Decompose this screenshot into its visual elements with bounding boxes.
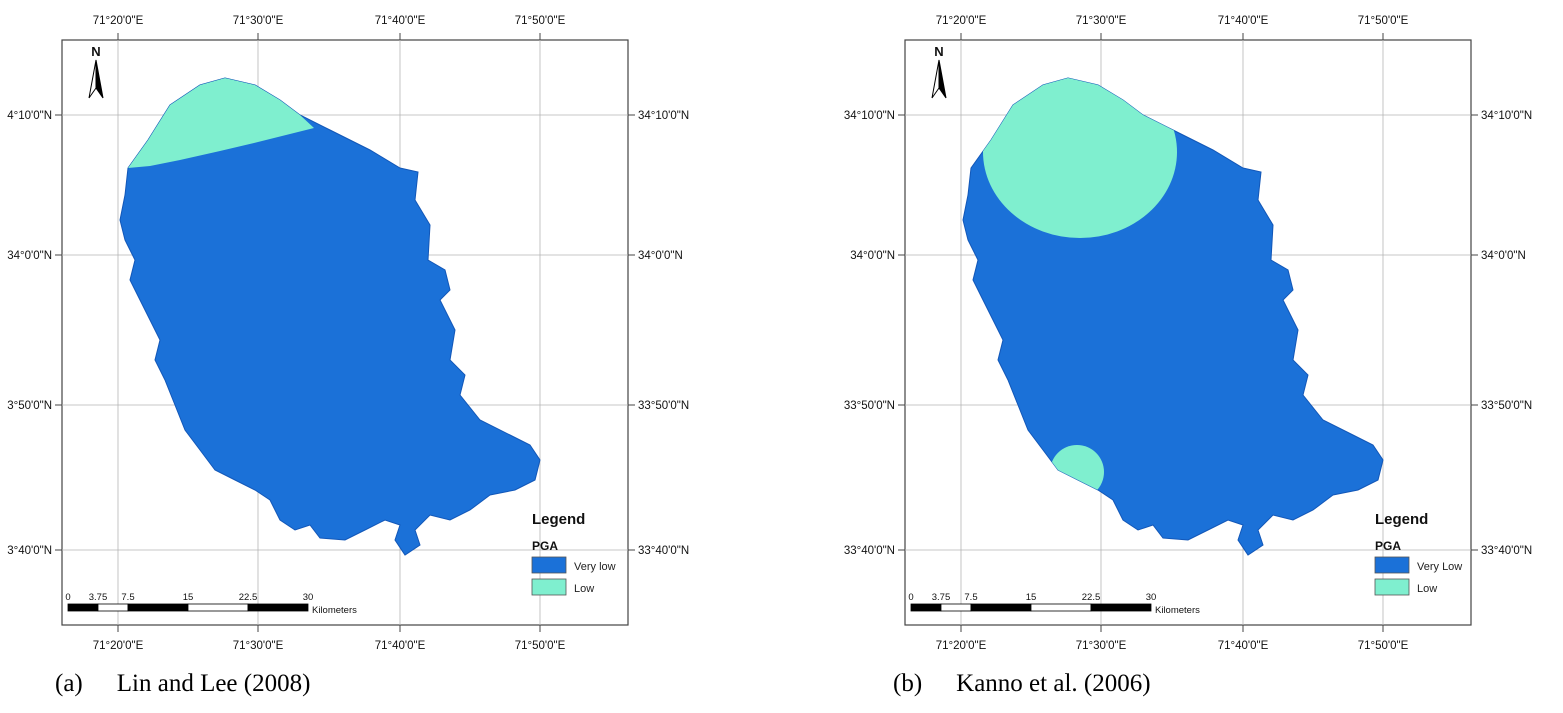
scalebar-unit: Kilometers: [312, 605, 357, 616]
legend-item-label: Low: [1417, 583, 1437, 595]
scalebar-unit: Kilometers: [1155, 605, 1200, 616]
map-panel-b: 71°20'0"E 71°30'0"E 71°40'0"E 71°50'0"E …: [844, 15, 1532, 652]
scalebar: 0 3.75 7.5 15 22.5 30 Kilometers: [65, 592, 357, 616]
axis-label-left: 3°40'0"N: [7, 545, 52, 557]
axis-label-right: 34°10'0"N: [638, 110, 689, 122]
scalebar-tick-label: 30: [303, 592, 314, 603]
legend-item-label: Low: [574, 583, 594, 595]
scalebar-segment: [940, 603, 972, 612]
scalebar: 0 3.75 7.5 15 22.5 30 Kilometers: [908, 592, 1200, 616]
axis-label-right: 34°0'0"N: [1481, 250, 1526, 262]
axis-label-right: 33°50'0"N: [638, 400, 689, 412]
axis-label-right: 33°50'0"N: [1481, 400, 1532, 412]
scalebar-tick-label: 7.5: [964, 592, 977, 603]
axis-label-bottom: 71°50'0"E: [1358, 640, 1409, 652]
scalebar-segment: [247, 603, 309, 612]
caption-label: (b): [893, 670, 923, 697]
scalebar-tick-label: 0: [908, 592, 913, 603]
legend-layer-name: PGA: [532, 539, 558, 553]
legend-swatch-low: [1374, 578, 1410, 596]
axis-label-bottom: 71°20'0"E: [93, 640, 144, 652]
axis-label-top: 71°30'0"E: [1076, 15, 1127, 27]
scalebar-tick-label: 0: [65, 592, 70, 603]
low-pga-patch: [128, 78, 314, 168]
north-label: N: [934, 44, 943, 59]
legend-item-label: Very low: [574, 561, 616, 573]
scalebar-tick-label: 15: [183, 592, 194, 603]
north-arrow: N: [88, 44, 104, 99]
axis-label-right: 33°40'0"N: [638, 545, 689, 557]
scalebar-segment: [970, 603, 1032, 612]
axis-label-left: 34°0'0"N: [850, 250, 895, 262]
frame-ticks: [898, 33, 1478, 632]
axis-label-top: 71°50'0"E: [1358, 15, 1409, 27]
axis-label-bottom: 71°40'0"E: [1218, 640, 1269, 652]
axis-label-left: 34°10'0"N: [844, 110, 895, 122]
scalebar-tick-label: 22.5: [239, 592, 258, 603]
frame-ticks: [55, 33, 635, 632]
scalebar-tick-label: 30: [1146, 592, 1157, 603]
axis-label-right: 33°40'0"N: [1481, 545, 1532, 557]
axis-label-left: 34°0'0"N: [7, 250, 52, 262]
figure-caption-b: (b) Kanno et al. (2006): [893, 670, 1151, 698]
low-pga-patch: [983, 78, 1177, 238]
axis-label-bottom: 71°30'0"E: [233, 640, 284, 652]
axis-label-bottom: 71°50'0"E: [515, 640, 566, 652]
axis-label-top: 71°30'0"E: [233, 15, 284, 27]
axis-label-right: 34°0'0"N: [638, 250, 683, 262]
north-arrow: N: [931, 44, 947, 99]
legend-title: Legend: [1375, 511, 1428, 528]
scalebar-tick-label: 7.5: [121, 592, 134, 603]
axis-label-bottom: 71°40'0"E: [375, 640, 426, 652]
figure-caption-a: (a) Lin and Lee (2008): [55, 670, 310, 698]
axis-label-bottom: 71°30'0"E: [1076, 640, 1127, 652]
caption-text: Kanno et al. (2006): [956, 670, 1151, 697]
scalebar-tick-label: 15: [1026, 592, 1037, 603]
scalebar-segment: [127, 603, 189, 612]
axis-label-bottom: 71°20'0"E: [936, 640, 987, 652]
caption-text: Lin and Lee (2008): [116, 670, 311, 697]
caption-label: (a): [55, 670, 83, 697]
scalebar-segment: [67, 603, 99, 612]
axis-label-left: 33°50'0"N: [844, 400, 895, 412]
axis-label-left: 33°40'0"N: [844, 545, 895, 557]
scalebar-segment: [910, 603, 942, 612]
axis-label-top: 71°40'0"E: [1218, 15, 1269, 27]
legend-swatch-very-low: [531, 556, 567, 574]
scalebar-segment: [1090, 603, 1152, 612]
axis-label-top: 71°20'0"E: [93, 15, 144, 27]
legend: Legend PGA Very low Low: [531, 511, 616, 596]
map-panel-a: 71°20'0"E 71°30'0"E 71°40'0"E 71°50'0"E …: [7, 15, 689, 652]
scalebar-tick-label: 3.75: [89, 592, 108, 603]
scalebar-segment: [97, 603, 129, 612]
district-region-very-low: [119, 77, 541, 556]
legend-swatch-very-low: [1374, 556, 1410, 574]
axis-label-top: 71°40'0"E: [375, 15, 426, 27]
north-label: N: [91, 44, 100, 59]
legend-layer-name: PGA: [1375, 539, 1401, 553]
legend-item-label: Very Low: [1417, 561, 1462, 573]
legend: Legend PGA Very Low Low: [1374, 511, 1462, 596]
scalebar-tick-label: 3.75: [932, 592, 951, 603]
scalebar-segment: [187, 603, 249, 612]
scalebar-segment: [1030, 603, 1092, 612]
scalebar-tick-label: 22.5: [1082, 592, 1101, 603]
axis-label-right: 34°10'0"N: [1481, 110, 1532, 122]
legend-swatch-low: [531, 578, 567, 596]
axis-label-left: 3°50'0"N: [7, 400, 52, 412]
north-arrow-right-half: [938, 59, 947, 99]
axis-label-top: 71°50'0"E: [515, 15, 566, 27]
legend-title: Legend: [532, 511, 585, 528]
north-arrow-right-half: [95, 59, 104, 99]
axis-label-top: 71°20'0"E: [936, 15, 987, 27]
axis-label-left: 4°10'0"N: [7, 110, 52, 122]
